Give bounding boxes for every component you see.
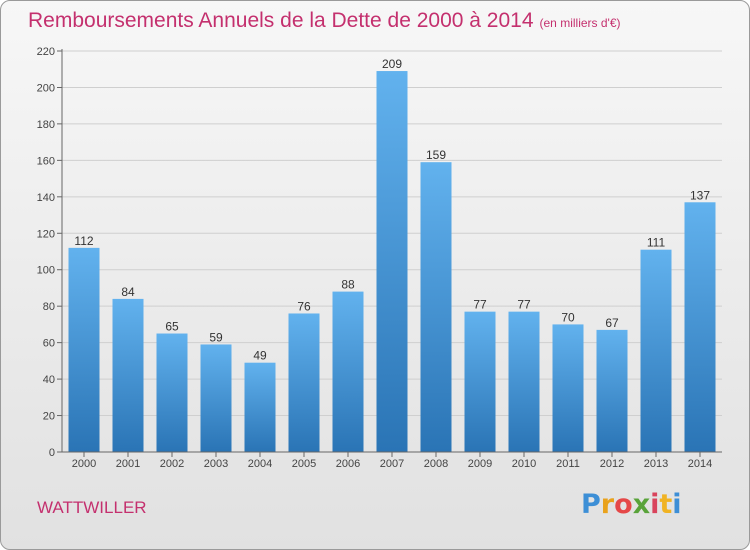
chart-title-text: Remboursements Annuels de la Dette de 20… xyxy=(28,9,534,32)
bar-2012 xyxy=(596,329,628,452)
value-label: 159 xyxy=(426,148,446,162)
y-tick-label: 200 xyxy=(37,82,55,94)
logo-letter: r xyxy=(600,489,615,520)
value-label: 84 xyxy=(121,285,135,299)
proxiti-logo: Proxiti xyxy=(581,489,682,520)
bar-2002 xyxy=(156,333,188,452)
bar-2009 xyxy=(464,311,496,452)
value-label: 70 xyxy=(561,310,575,324)
y-tick-label: 160 xyxy=(37,155,55,167)
value-label: 59 xyxy=(209,330,223,344)
value-label: 67 xyxy=(605,316,619,330)
x-tick-label: 2004 xyxy=(248,458,272,470)
x-tick-label: 2001 xyxy=(116,458,140,470)
value-label: 111 xyxy=(647,236,666,250)
x-tick-label: 2010 xyxy=(512,458,536,470)
logo-letter: x xyxy=(632,489,651,520)
y-tick-label: 60 xyxy=(43,338,55,350)
y-tick-label: 80 xyxy=(43,301,55,313)
y-tick-label: 120 xyxy=(37,228,55,240)
bar-2003 xyxy=(200,344,232,452)
bar-2013 xyxy=(640,249,672,452)
x-tick-label: 2000 xyxy=(72,458,96,470)
chart-title: Remboursements Annuels de la Dette de 20… xyxy=(28,9,621,33)
y-tick-label: 180 xyxy=(37,119,55,131)
x-tick-label: 2006 xyxy=(336,458,360,470)
bar-2006 xyxy=(332,291,364,452)
x-tick-label: 2011 xyxy=(556,458,580,470)
bar-2005 xyxy=(288,313,320,452)
bar-2001 xyxy=(112,298,144,452)
bar-2007 xyxy=(376,71,408,453)
value-label: 88 xyxy=(341,278,355,292)
bar-2010 xyxy=(508,311,540,452)
value-label: 137 xyxy=(690,188,710,202)
value-labels: 112 84 65 59 49 76 88 209 159 77 77 70 67 111 137 xyxy=(74,57,710,363)
value-label: 65 xyxy=(165,320,179,334)
x-tick-label: 2014 xyxy=(688,458,712,470)
x-tick-label: 2003 xyxy=(204,458,228,470)
chart-unit: (en milliers d'€) xyxy=(539,16,621,30)
logo-letter: i xyxy=(650,489,660,520)
y-tick-label: 100 xyxy=(37,265,55,277)
value-label: 49 xyxy=(253,349,267,363)
y-tick-label: 220 xyxy=(37,46,55,58)
x-tick-label: 2002 xyxy=(160,458,184,470)
bar-2008 xyxy=(420,162,452,452)
x-tick-label: 2013 xyxy=(644,458,668,470)
y-tick-label: 20 xyxy=(43,411,55,423)
value-label: 112 xyxy=(74,234,93,248)
x-tick-label: 2005 xyxy=(292,458,316,470)
commune-name: WATTWILLER xyxy=(37,498,147,517)
y-tick-labels: 0 20 40 60 80 100 120 140 160 180 200 220 xyxy=(37,46,55,459)
x-tick-label: 2008 xyxy=(424,458,448,470)
bar-2014 xyxy=(684,202,716,452)
x-tick-labels: 2000 2001 2002 2003 2004 2005 2006 2007 2008 2009… xyxy=(72,458,712,470)
bars xyxy=(68,71,716,453)
y-tick-label: 140 xyxy=(37,192,55,204)
value-label: 76 xyxy=(297,299,311,313)
value-label: 77 xyxy=(517,298,531,312)
x-tick-label: 2009 xyxy=(468,458,492,470)
logo-letter: P xyxy=(581,489,601,520)
bar-2000 xyxy=(68,247,100,452)
y-tick-label: 0 xyxy=(49,447,55,459)
axes xyxy=(57,49,722,457)
logo-letter: o xyxy=(614,489,633,520)
logo-letter: i xyxy=(672,489,682,520)
bar-2011 xyxy=(552,324,584,452)
x-tick-label: 2012 xyxy=(600,458,624,470)
logo-letter: t xyxy=(659,489,673,520)
value-label: 77 xyxy=(473,298,487,312)
bar-2004 xyxy=(244,362,276,452)
y-tick-label: 40 xyxy=(43,374,55,386)
x-tick-label: 2007 xyxy=(380,458,404,470)
value-label: 209 xyxy=(382,57,402,71)
